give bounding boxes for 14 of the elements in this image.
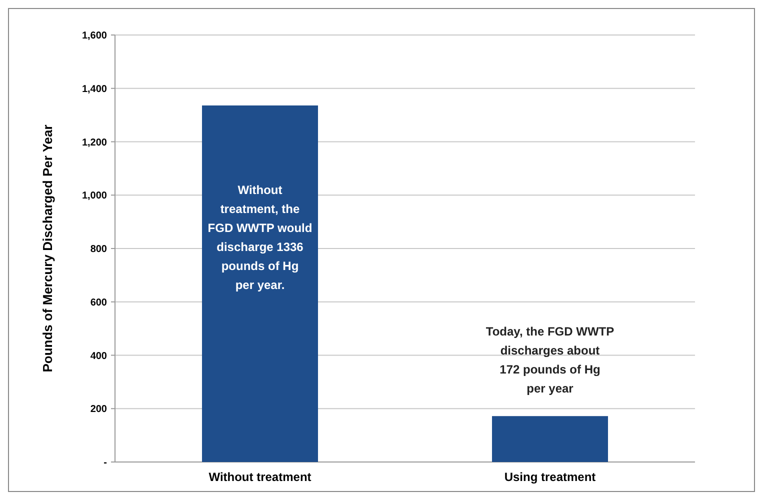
annotation: Today, the FGD WWTP discharges about 172 pounds of Hg per year [486, 324, 614, 396]
y-tick-label: 1,600 [82, 30, 108, 42]
y-tick-label: 600 [90, 297, 108, 308]
y-tick-label: 400 [90, 350, 108, 362]
y-tick-label: 1,200 [82, 137, 108, 148]
y-tick-label: - [104, 458, 107, 468]
x-tick-label: Using treatment [504, 470, 596, 484]
y-axis-title: Pounds of Mercury Discharged Per Year [40, 124, 55, 372]
y-tick-label: 1,400 [82, 84, 108, 95]
x-tick-label: Without treatment [208, 470, 312, 484]
y-tick-label: 800 [90, 244, 108, 255]
y-tick-label: 200 [90, 404, 108, 416]
y-tick-label: 1,000 [82, 190, 108, 202]
annotation: Without treatment, the FGD WWTP would discharge 1336 pounds of Hg per year. [208, 183, 312, 292]
